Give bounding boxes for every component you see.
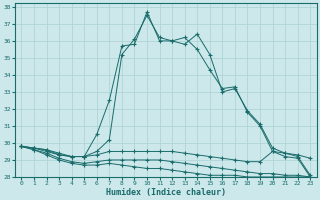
X-axis label: Humidex (Indice chaleur): Humidex (Indice chaleur) xyxy=(106,188,226,197)
